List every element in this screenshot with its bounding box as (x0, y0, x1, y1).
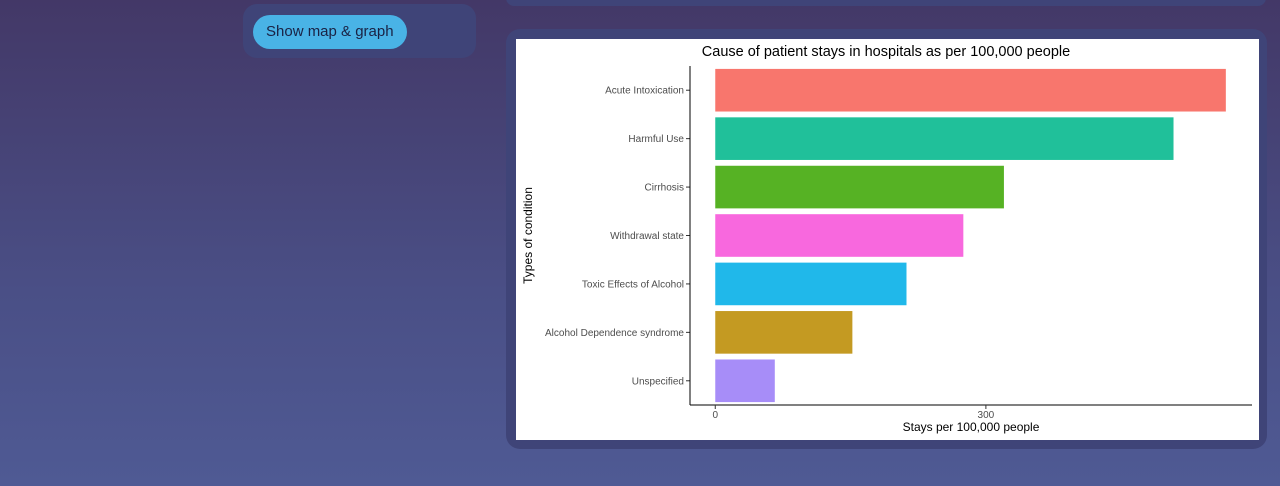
bar-4 (715, 262, 907, 306)
bar-chart: Cause of patient stays in hospitals as p… (521, 44, 1252, 434)
controls-panel: Show map & graph (243, 4, 476, 58)
x-tick-label-1: 300 (978, 410, 995, 421)
chart-title: Cause of patient stays in hospitals as p… (702, 44, 1070, 60)
chart-panel: Cause of patient stays in hospitals as p… (506, 29, 1267, 449)
y-tick-label-1: Harmful Use (628, 134, 684, 145)
y-axis-label: Types of condition (521, 187, 535, 284)
x-tick-label-0: 0 (712, 410, 718, 421)
y-tick-label-2: Cirrhosis (645, 183, 684, 194)
y-tick-label-0: Acute Intoxication (605, 86, 684, 97)
x-axis-label: Stays per 100,000 people (903, 420, 1040, 434)
y-tick-label-3: Withdrawal state (610, 231, 684, 242)
bar-1 (715, 117, 1174, 160)
bar-3 (715, 214, 964, 257)
chart-canvas: Cause of patient stays in hospitals as p… (516, 39, 1259, 440)
bar-5 (715, 311, 853, 354)
y-tick-label-6: Unspecified (632, 376, 684, 387)
y-tick-label-4: Toxic Effects of Alcohol (582, 279, 684, 290)
bar-2 (715, 165, 1004, 209)
bar-0 (715, 68, 1226, 112)
bar-6 (715, 359, 775, 403)
y-tick-label-5: Alcohol Dependence syndrome (545, 328, 684, 339)
top-panel-edge (506, 0, 1266, 6)
show-map-graph-button[interactable]: Show map & graph (253, 15, 407, 49)
